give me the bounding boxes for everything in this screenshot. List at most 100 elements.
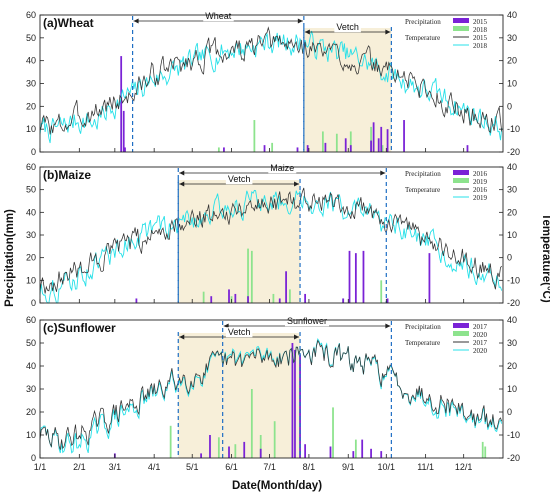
legend-precip-b-label: 2020 xyxy=(473,331,488,339)
panels-group: Wheat Vetch 0 10 20 30 40 50 60 -20 -10 0 10 20 30 40 (a… xyxy=(26,10,520,472)
y-left-tick-label: 60 xyxy=(26,10,36,20)
panel-label: (c)Sunflower xyxy=(43,321,116,335)
precipitation-bar xyxy=(304,444,307,458)
y-left-tick-label: 40 xyxy=(26,361,36,371)
precipitation-bar xyxy=(228,289,230,303)
precipitation-bar xyxy=(217,147,220,152)
period-label: Vetch xyxy=(336,22,359,32)
y-axis-left-title: Precipitation(mm) xyxy=(4,209,16,307)
precipitation-bar xyxy=(202,291,205,303)
y-right-tick-label: 40 xyxy=(507,162,517,172)
period-label-bg xyxy=(225,174,253,185)
precipitation-bar xyxy=(354,253,357,303)
y-axis-right-title: Temperature(°C) xyxy=(540,213,550,303)
period-label: Vetch xyxy=(228,174,251,184)
y-right-tick-label: 20 xyxy=(507,56,517,66)
legend-swatch-precip-a xyxy=(453,323,469,328)
legend-temp-a-label: 2017 xyxy=(473,339,488,347)
precipitation-bar xyxy=(210,296,213,303)
x-tick-label: 11/1 xyxy=(417,462,434,472)
precipitation-bar xyxy=(234,444,237,458)
y-left-tick-label: 0 xyxy=(31,147,36,157)
y-left-tick-label: 40 xyxy=(26,56,36,66)
panel-label: (a)Wheat xyxy=(43,16,94,30)
precipitation-bar xyxy=(271,142,274,152)
panel-label: (b)Maize xyxy=(43,168,91,182)
precipitation-bar xyxy=(285,271,287,303)
legend-temperature-title: Temperature xyxy=(405,34,440,42)
x-tick-label: 10/1 xyxy=(378,462,396,472)
legend-swatch-precip-b xyxy=(453,26,469,31)
precipitation-bar xyxy=(306,145,309,152)
precipitation-bar xyxy=(349,145,352,152)
y-left-tick-label: 20 xyxy=(26,407,36,417)
precipitation-bar xyxy=(272,293,275,303)
y-left-tick-label: 50 xyxy=(26,338,36,348)
y-right-tick-label: 10 xyxy=(507,230,517,240)
temperature-line xyxy=(39,30,503,144)
precipitation-bar xyxy=(259,448,262,458)
y-left-tick-label: 30 xyxy=(26,79,36,89)
temperature-line xyxy=(39,26,503,135)
chart-panel-1: Wheat Vetch 0 10 20 30 40 50 60 -20 -10 0 10 20 30 40 (a… xyxy=(26,10,520,157)
legend-temperature-title: Temperature xyxy=(405,186,440,194)
precipitation-bar xyxy=(135,298,138,303)
precipitation-bar xyxy=(299,354,301,458)
precipitation-bar xyxy=(247,296,249,303)
y-right-tick-label: -10 xyxy=(507,430,520,440)
precipitation-bar xyxy=(380,280,383,303)
y-left-tick-label: 60 xyxy=(26,162,36,172)
precipitation-bar xyxy=(484,446,487,458)
y-right-tick-label: 0 xyxy=(507,407,512,417)
y-right-tick-label: 10 xyxy=(507,79,517,89)
precipitation-bar xyxy=(370,448,372,458)
x-tick-label: 2/1 xyxy=(73,462,86,472)
x-tick-label: 1/1 xyxy=(34,462,47,472)
y-right-tick-label: -20 xyxy=(507,453,520,463)
y-right-tick-label: -20 xyxy=(507,147,520,157)
period-label-bg xyxy=(225,327,253,338)
precipitation-bar xyxy=(329,446,332,458)
legend-swatch-precip-b xyxy=(453,178,469,183)
period-label: Vetch xyxy=(228,327,251,337)
precipitation-bar xyxy=(380,126,383,152)
period-label: Maize xyxy=(270,163,294,173)
precipitation-bar xyxy=(349,131,352,152)
y-left-tick-label: 50 xyxy=(26,185,36,195)
precipitation-bar xyxy=(273,421,276,458)
precipitation-bar xyxy=(362,250,365,303)
temperature-line xyxy=(39,339,503,450)
precipitation-bar xyxy=(253,120,256,152)
legend-precipitation-title: Precipitation xyxy=(405,323,441,331)
y-right-tick-label: -20 xyxy=(507,298,520,308)
x-axis-title: Date(Month/day) xyxy=(232,480,322,492)
period-arrow-head xyxy=(304,29,310,35)
precipitation-bar xyxy=(386,129,389,152)
precipitation-bar xyxy=(335,133,338,152)
precipitation-bar xyxy=(291,343,294,458)
legend-swatch-precip-a xyxy=(453,18,469,23)
y-right-tick-label: 10 xyxy=(507,384,517,394)
precipitation-bar xyxy=(250,250,253,303)
precipitation-bar xyxy=(228,446,230,458)
y-left-tick-label: 30 xyxy=(26,230,36,240)
precipitation-bar xyxy=(169,425,172,458)
precipitation-bar xyxy=(250,389,253,458)
precipitation-bar xyxy=(200,453,202,458)
x-tick-label: 6/1 xyxy=(225,462,238,472)
legend-precipitation-title: Precipitation xyxy=(405,18,441,26)
precipitation-bar xyxy=(380,451,383,458)
legend-swatch-precip-b xyxy=(453,331,469,336)
y-right-tick-label: 30 xyxy=(507,185,517,195)
legend-temp-b-label: 2018 xyxy=(473,42,488,50)
precipitation-bar xyxy=(296,147,299,152)
precipitation-bar xyxy=(217,437,220,458)
period-arrow-head xyxy=(133,18,139,24)
precipitation-bar xyxy=(120,56,123,152)
period-arrow-head xyxy=(179,334,185,340)
legend-temp-a-label: 2015 xyxy=(473,34,488,42)
precipitation-bar xyxy=(354,439,357,458)
